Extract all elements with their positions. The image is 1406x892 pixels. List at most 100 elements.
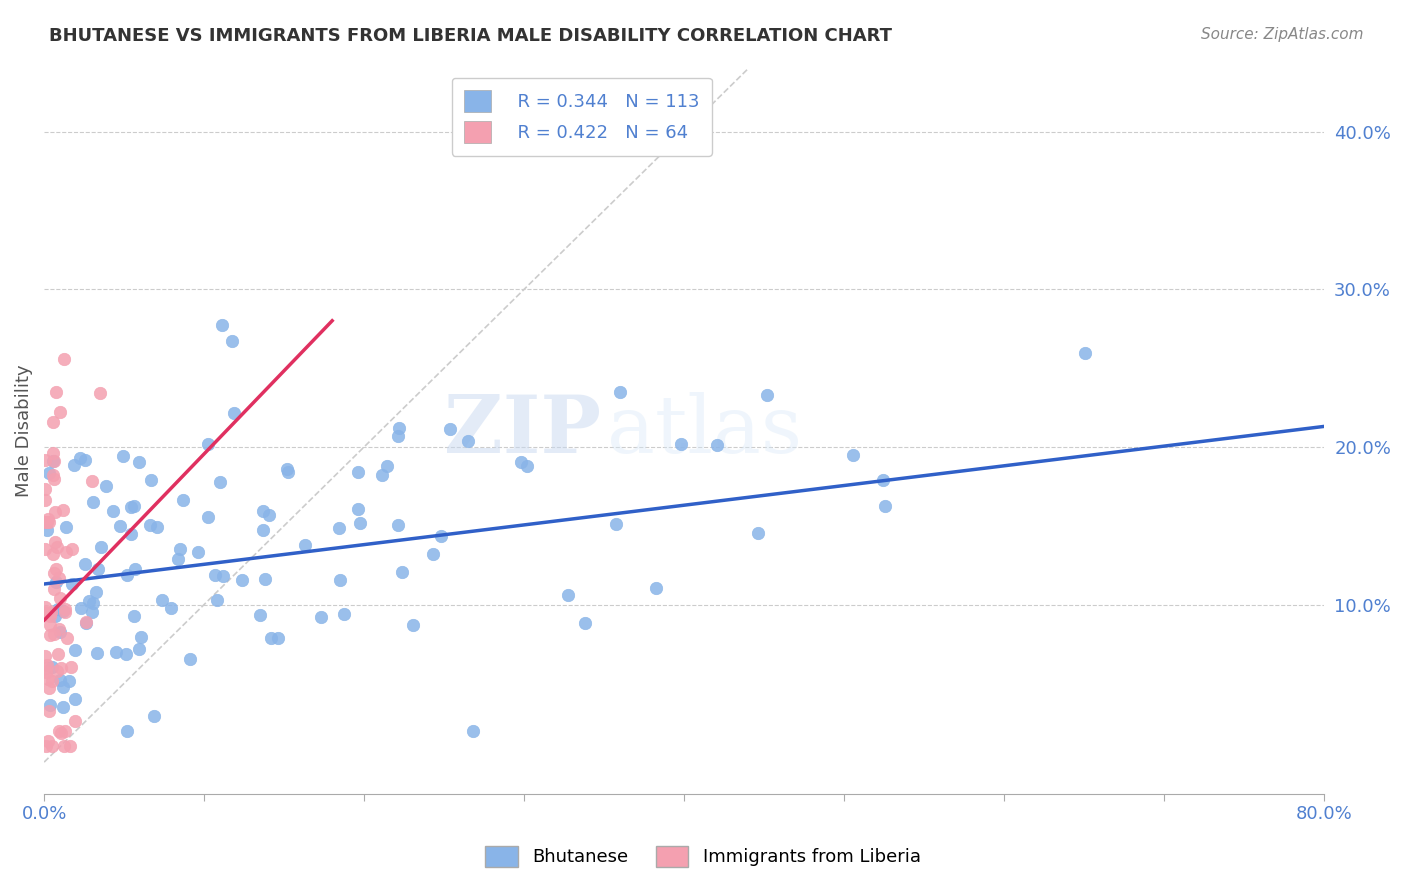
Point xyxy=(75,615,97,629)
Point xyxy=(59,739,82,754)
Point xyxy=(249,607,271,622)
Point xyxy=(38,618,60,632)
Point xyxy=(574,616,596,631)
Point xyxy=(34,515,56,529)
Point xyxy=(62,458,84,473)
Point xyxy=(34,606,56,620)
Point xyxy=(387,518,409,533)
Point xyxy=(53,605,76,619)
Point xyxy=(49,660,72,674)
Point xyxy=(267,631,290,645)
Point xyxy=(179,652,201,666)
Point xyxy=(755,387,778,401)
Point xyxy=(277,466,299,480)
Point xyxy=(42,472,65,486)
Point xyxy=(75,616,97,631)
Point xyxy=(69,450,91,465)
Point xyxy=(48,602,70,616)
Point xyxy=(35,661,58,675)
Point xyxy=(49,624,72,639)
Point xyxy=(875,499,897,513)
Point xyxy=(186,545,208,559)
Point xyxy=(44,627,66,641)
Point xyxy=(252,523,274,537)
Point xyxy=(42,454,65,468)
Point xyxy=(90,540,112,554)
Point xyxy=(377,458,399,473)
Point xyxy=(42,445,65,459)
Point xyxy=(56,631,79,645)
Point xyxy=(49,673,72,687)
Point xyxy=(86,646,108,660)
Text: atlas: atlas xyxy=(607,392,803,470)
Point xyxy=(45,562,67,576)
Point xyxy=(48,723,70,738)
Point xyxy=(371,468,394,483)
Point xyxy=(276,462,298,476)
Point xyxy=(41,739,63,754)
Point xyxy=(45,664,67,678)
Point xyxy=(747,525,769,540)
Point xyxy=(73,453,96,467)
Point xyxy=(44,535,66,549)
Point xyxy=(211,569,233,583)
Point xyxy=(842,448,865,462)
Point xyxy=(55,520,77,534)
Point xyxy=(41,674,63,689)
Point xyxy=(609,385,631,400)
Point xyxy=(145,519,167,533)
Point xyxy=(231,574,253,588)
Point xyxy=(52,503,75,517)
Point xyxy=(429,529,451,543)
Point xyxy=(328,521,350,535)
Point xyxy=(211,318,233,332)
Point xyxy=(671,437,693,451)
Y-axis label: Male Disability: Male Disability xyxy=(15,365,32,498)
Point xyxy=(55,602,77,616)
Point xyxy=(128,642,150,657)
Point xyxy=(309,610,332,624)
Point xyxy=(46,540,69,554)
Point xyxy=(645,581,668,595)
Point xyxy=(1073,345,1095,359)
Point xyxy=(48,622,70,636)
Point xyxy=(44,505,66,519)
Point xyxy=(510,454,533,468)
Point xyxy=(115,568,138,582)
Point xyxy=(457,434,479,449)
Point xyxy=(439,421,461,435)
Point xyxy=(86,584,108,599)
Point xyxy=(252,503,274,517)
Point xyxy=(172,492,194,507)
Point xyxy=(82,596,104,610)
Point xyxy=(65,642,87,657)
Point xyxy=(347,501,370,516)
Point xyxy=(41,659,63,673)
Point xyxy=(73,557,96,571)
Point xyxy=(34,542,56,557)
Point xyxy=(96,478,118,492)
Point xyxy=(82,495,104,509)
Point xyxy=(55,545,77,559)
Point xyxy=(39,628,62,642)
Point xyxy=(872,473,894,487)
Point xyxy=(160,600,183,615)
Point xyxy=(557,588,579,602)
Point xyxy=(120,500,142,514)
Point xyxy=(77,594,100,608)
Point xyxy=(105,644,128,658)
Point xyxy=(388,420,411,434)
Point xyxy=(65,714,87,728)
Point xyxy=(48,405,70,419)
Point xyxy=(80,474,103,488)
Point xyxy=(38,466,60,480)
Point xyxy=(349,516,371,530)
Point xyxy=(605,517,627,532)
Point xyxy=(169,541,191,556)
Point xyxy=(204,568,226,582)
Point xyxy=(391,565,413,579)
Point xyxy=(58,673,80,688)
Point xyxy=(101,504,124,518)
Point xyxy=(139,518,162,533)
Point xyxy=(34,599,56,614)
